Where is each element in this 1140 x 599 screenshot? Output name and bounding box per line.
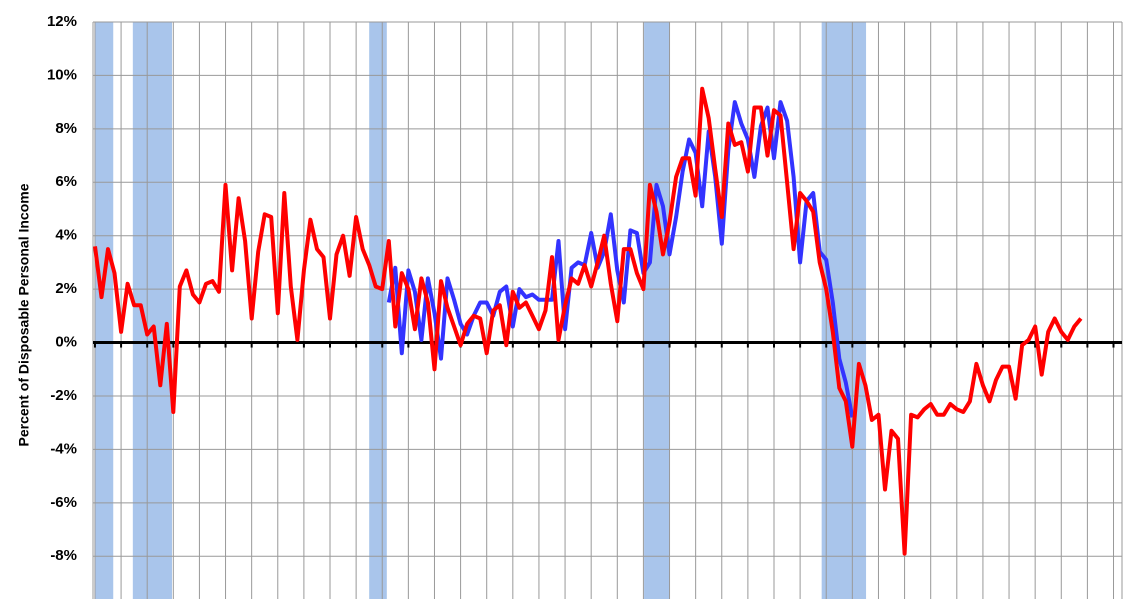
recession-band [94, 22, 114, 599]
y-axis-label: Percent of Disposable Personal Income [16, 183, 32, 446]
y-tick-label: 0% [55, 334, 77, 351]
y-tick-label: 4% [55, 227, 77, 244]
recession-band [132, 22, 173, 599]
y-tick-label: -8% [50, 547, 77, 564]
y-tick-label: -6% [50, 494, 77, 511]
y-tick-label: 8% [55, 120, 77, 137]
recession-band [644, 22, 670, 599]
y-tick-label: -2% [50, 387, 77, 404]
recession-band [369, 22, 387, 599]
series-line [93, 86, 1083, 556]
y-tick-label: 12% [47, 13, 77, 30]
y-tick-label: 6% [55, 173, 77, 190]
y-tick-label: -4% [50, 440, 77, 457]
y-tick-label: 10% [47, 66, 77, 83]
y-tick-label: 2% [55, 280, 77, 297]
